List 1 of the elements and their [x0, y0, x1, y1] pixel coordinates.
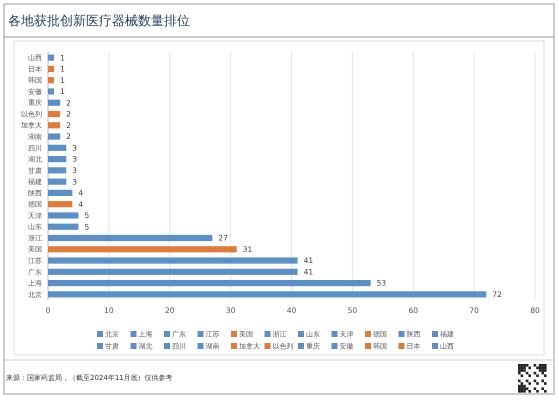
chart-title: 各地获批创新医疗器械数量排位: [8, 14, 190, 29]
